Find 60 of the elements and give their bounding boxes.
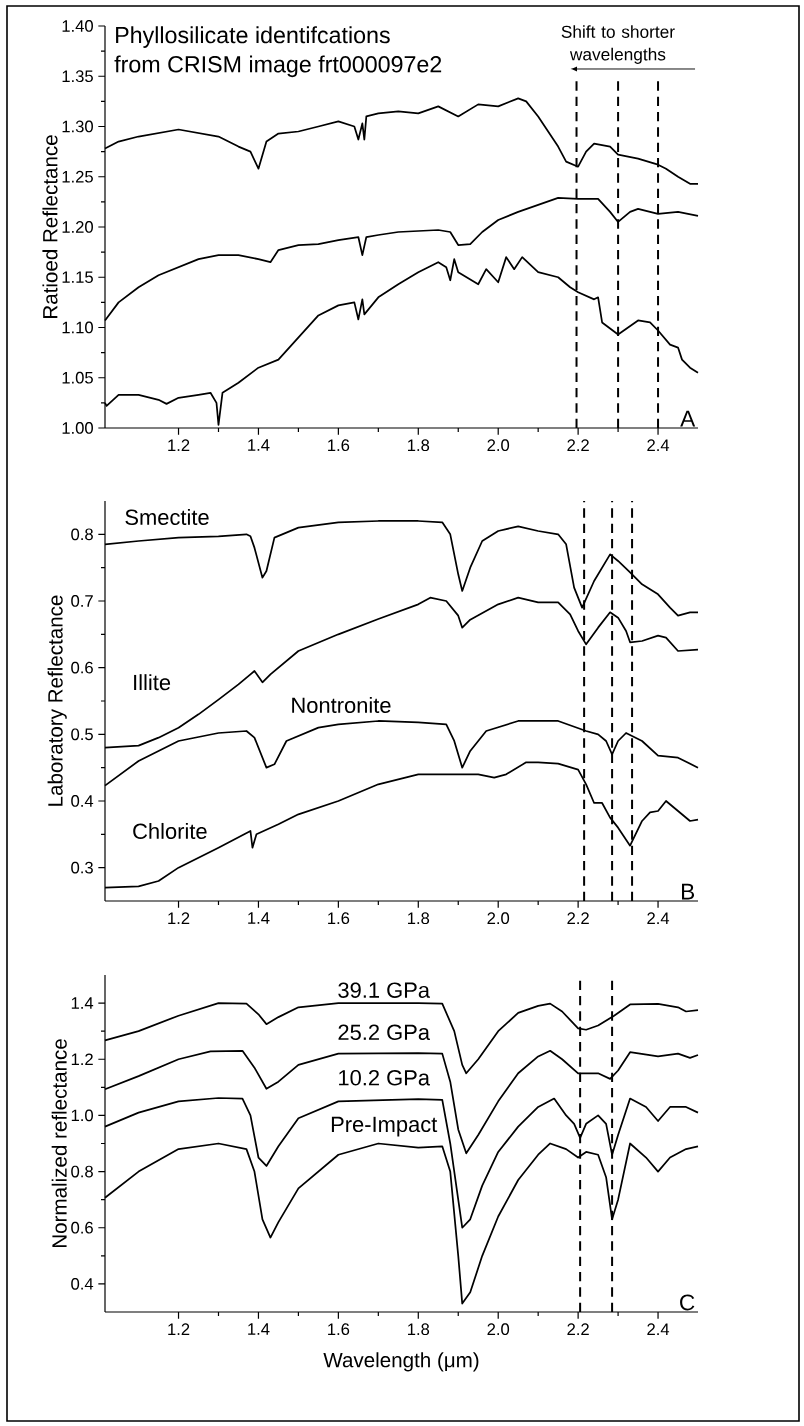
y-tick-label: 0.4 [71, 795, 94, 807]
series-label: Nontronite [292, 696, 391, 714]
series-label: Illite [134, 674, 171, 691]
series-label: 10.2 GPa [339, 1070, 430, 1086]
x-tick-label: 2.4 [647, 912, 670, 924]
y-tick-label: 0.5 [71, 728, 93, 741]
x-tick-label: 2.0 [487, 439, 510, 452]
series-label: Pre-Impact [331, 1116, 438, 1137]
y-tick-label: 1.15 [62, 271, 93, 284]
x-tick-label: 1.6 [328, 912, 350, 925]
y-tick-label: 0.8 [71, 1165, 93, 1178]
y-tick-label: 1.20 [62, 221, 93, 233]
x-tick-label: 1.8 [408, 1323, 430, 1336]
annotation: B [682, 883, 695, 900]
y-tick-label: 1.40 [62, 20, 93, 32]
x-tick-label: 2.4 [647, 439, 670, 451]
y-tick-label: 0.8 [71, 528, 93, 541]
x-tick-label: 2.2 [567, 912, 589, 924]
y-tick-label: 1.05 [62, 371, 93, 384]
annotation: A [680, 410, 696, 427]
x-tick-label: 1.6 [328, 439, 350, 452]
chart-title: Phyllosilicate identifcations [116, 26, 390, 48]
x-axis-title: Wavelength (μm) [323, 1352, 479, 1372]
y-tick-label: 1.25 [62, 170, 93, 183]
annotation: Shift to shorter wavelengths [561, 25, 675, 64]
y-axis-title: Laboratory Reflectance [47, 595, 67, 806]
x-tick-label: 2.2 [567, 1323, 589, 1335]
annotation: C [680, 1294, 695, 1311]
y-tick-label: 0.6 [71, 1221, 93, 1234]
x-tick-label: 2.0 [487, 912, 510, 925]
y-tick-label: 1.00 [62, 422, 93, 434]
x-tick-label: 1.8 [408, 439, 430, 452]
y-tick-label: 0.3 [71, 861, 93, 874]
y-tick-label: 0.7 [71, 595, 93, 607]
x-tick-label: 2.4 [647, 1323, 670, 1335]
x-tick-label: 1.2 [168, 1323, 190, 1335]
x-tick-label: 2.0 [487, 1323, 510, 1336]
x-tick-label: 2.2 [567, 439, 589, 451]
y-axis-title: Normalized reflectance [51, 1039, 67, 1248]
x-tick-label: 1.8 [408, 912, 430, 925]
x-tick-label: 1.6 [328, 1323, 350, 1336]
series-label: 39.1 GPa [338, 982, 430, 998]
x-tick-label: 1.4 [248, 1323, 270, 1335]
series-label: 25.2 GPa [338, 1024, 430, 1041]
series-label: Smectite [125, 508, 209, 526]
x-tick-label: 1.4 [248, 912, 270, 924]
text: from CRISM image frt000097e2 [114, 55, 442, 78]
y-tick-label: 1.0 [71, 1109, 93, 1122]
y-tick-label: 1.35 [62, 70, 93, 83]
y-tick-label: 1.30 [62, 120, 93, 133]
x-tick-label: 1.2 [168, 439, 190, 451]
x-tick-label: 1.2 [168, 912, 190, 924]
y-tick-label: 1.10 [62, 321, 93, 334]
x-tick-label: 1.4 [248, 439, 270, 451]
series-label: Chlorite [133, 822, 207, 840]
y-tick-label: 0.6 [71, 661, 93, 674]
y-tick-label: 0.4 [71, 1278, 94, 1290]
y-tick-label: 1.4 [71, 997, 94, 1009]
y-tick-label: 1.2 [71, 1053, 93, 1066]
y-axis-title: Ratioed Reflectance [42, 135, 58, 318]
